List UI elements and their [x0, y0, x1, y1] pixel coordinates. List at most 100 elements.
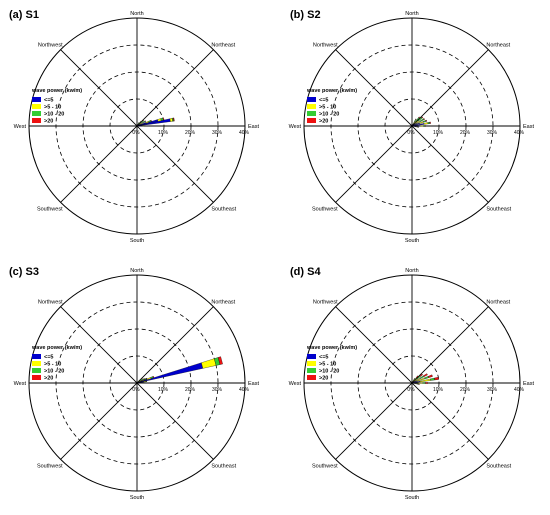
legend-swatch-2	[32, 111, 41, 116]
wave-rose-panel-s3: North South East West Northeast Northwest Sout…	[0, 257, 275, 514]
legend-label-1: >5 - 10	[44, 362, 61, 368]
legend-swatch-0	[307, 97, 316, 102]
ring-label-4: 40%	[239, 387, 250, 393]
ring-label-1: 10%	[433, 130, 444, 136]
legend-swatch-2	[307, 111, 316, 116]
wedge-s4-3-bin-3	[419, 373, 423, 377]
direction-label-northeast: Northeast	[211, 43, 235, 49]
wedge-s4-5-bin-1	[417, 382, 423, 384]
wedge-s4-6-bin-3	[418, 383, 420, 385]
wave-rose-chart-s4: North South East West Northeast Northwest Sout…	[289, 268, 535, 501]
direction-label-south: South	[405, 495, 419, 501]
legend-label-0: <=5	[319, 355, 328, 361]
wedge-s1-4-bin-3	[142, 119, 145, 122]
direction-label-east: East	[248, 381, 259, 387]
ring-label-3: 30%	[487, 130, 498, 136]
direction-label-west: West	[289, 381, 302, 387]
direction-label-southwest: Southwest	[37, 463, 63, 469]
direction-label-south: South	[405, 238, 419, 244]
legend-swatch-3	[32, 375, 41, 380]
ring-label-0: 0%	[132, 387, 140, 393]
wave-rose-chart-s1: North South East West Northeast Northwest Sout…	[14, 11, 260, 244]
legend-title: wave power (kw/m)	[31, 345, 82, 351]
ring-label-3: 30%	[212, 387, 223, 393]
direction-label-northwest: Northwest	[38, 300, 63, 306]
wedge-s4-5-bin-2	[422, 382, 426, 384]
legend-label-1: >5 - 10	[319, 105, 336, 111]
legend-swatch-3	[32, 118, 41, 123]
direction-label-west: West	[14, 124, 27, 130]
direction-label-east: East	[248, 124, 259, 130]
wedge-s2-1-bin-3	[425, 119, 428, 122]
wave-rose-panel-s1: North South East West Northeast Northwest Sout…	[0, 0, 275, 257]
ring-label-3: 30%	[487, 387, 498, 393]
wedge-s2-0-bin-3	[429, 121, 431, 124]
direction-label-north: North	[130, 11, 143, 17]
ring-label-4: 40%	[514, 387, 525, 393]
wedge-s2-6-bin-1	[419, 125, 424, 127]
legend-label-0: <=5	[319, 98, 328, 104]
wedge-s1-1-bin-3	[162, 117, 165, 121]
direction-label-north: North	[405, 11, 418, 17]
ring-label-3: 30%	[212, 130, 223, 136]
wedge-s1-7-bin-1	[142, 125, 145, 127]
legend-swatch-1	[32, 104, 41, 109]
wedge-s2-5-bin-3	[415, 118, 417, 120]
ring-label-1: 10%	[158, 130, 169, 136]
wave-rose-panel-s4: North South East West Northeast Northwest Sout…	[275, 257, 550, 514]
wedge-s1-5-bin-3	[140, 121, 142, 123]
direction-label-southwest: Southwest	[312, 206, 338, 212]
wedge-s2-7-bin-1	[415, 126, 418, 128]
direction-label-northwest: Northwest	[313, 43, 338, 49]
legend-swatch-1	[307, 104, 316, 109]
wedge-s4-0-bin-3	[434, 376, 439, 381]
legend-label-2: >10 - 20	[44, 369, 64, 375]
legend-swatch-0	[307, 354, 316, 359]
direction-label-west: West	[289, 124, 302, 130]
direction-label-northeast: Northeast	[211, 300, 235, 306]
legend-swatch-2	[32, 368, 41, 373]
legend-label-1: >5 - 10	[44, 105, 61, 111]
legend-title: wave power (kw/m)	[306, 345, 357, 351]
direction-label-northeast: Northeast	[486, 43, 510, 49]
direction-label-north: North	[405, 268, 418, 274]
ring-label-0: 0%	[407, 130, 415, 136]
wedge-s2-0-bin-1	[423, 122, 429, 125]
legend-label-2: >10 - 20	[319, 369, 339, 375]
ring-label-1: 10%	[433, 387, 444, 393]
wedge-s4-2-bin-3	[423, 373, 428, 377]
wedge-s3-3-bin-3	[143, 378, 145, 380]
wedge-s4-0-bin-2	[430, 377, 435, 381]
direction-label-northwest: Northwest	[313, 300, 338, 306]
legend-swatch-3	[307, 375, 316, 380]
legend-label-3: >20	[44, 376, 53, 382]
ring-label-2: 20%	[460, 387, 471, 393]
ring-label-2: 20%	[185, 130, 196, 136]
wedge-s4-7-bin-3	[413, 378, 416, 380]
legend-swatch-2	[307, 368, 316, 373]
panel-title-s1: (a) S1	[9, 9, 39, 21]
panel-title-s3: (c) S3	[9, 266, 39, 278]
panel-title-s4: (d) S4	[290, 266, 321, 278]
legend-title: wave power (kw/m)	[31, 88, 82, 94]
wedge-s3-2-bin-3	[145, 377, 148, 380]
legend-swatch-0	[32, 97, 41, 102]
direction-label-southeast: Southeast	[211, 206, 236, 212]
ring-label-1: 10%	[158, 387, 169, 393]
wedge-s2-3-bin-3	[421, 116, 424, 119]
direction-label-south: South	[130, 238, 144, 244]
direction-label-northwest: Northwest	[38, 43, 63, 49]
direction-label-east: East	[523, 381, 534, 387]
legend-swatch-3	[307, 118, 316, 123]
wedge-s3-0-bin-3	[217, 356, 223, 365]
wedge-s4-5-bin-3	[425, 382, 428, 384]
legend-label-0: <=5	[44, 355, 53, 361]
legend-label-2: >10 - 20	[44, 112, 64, 118]
ring-label-4: 40%	[514, 130, 525, 136]
ring-label-0: 0%	[407, 387, 415, 393]
wedge-s1-0-bin-3	[172, 117, 175, 122]
ring-label-2: 20%	[185, 387, 196, 393]
panel-title-s2: (b) S2	[290, 9, 321, 21]
wedge-s3-0-bin-1	[201, 358, 217, 369]
